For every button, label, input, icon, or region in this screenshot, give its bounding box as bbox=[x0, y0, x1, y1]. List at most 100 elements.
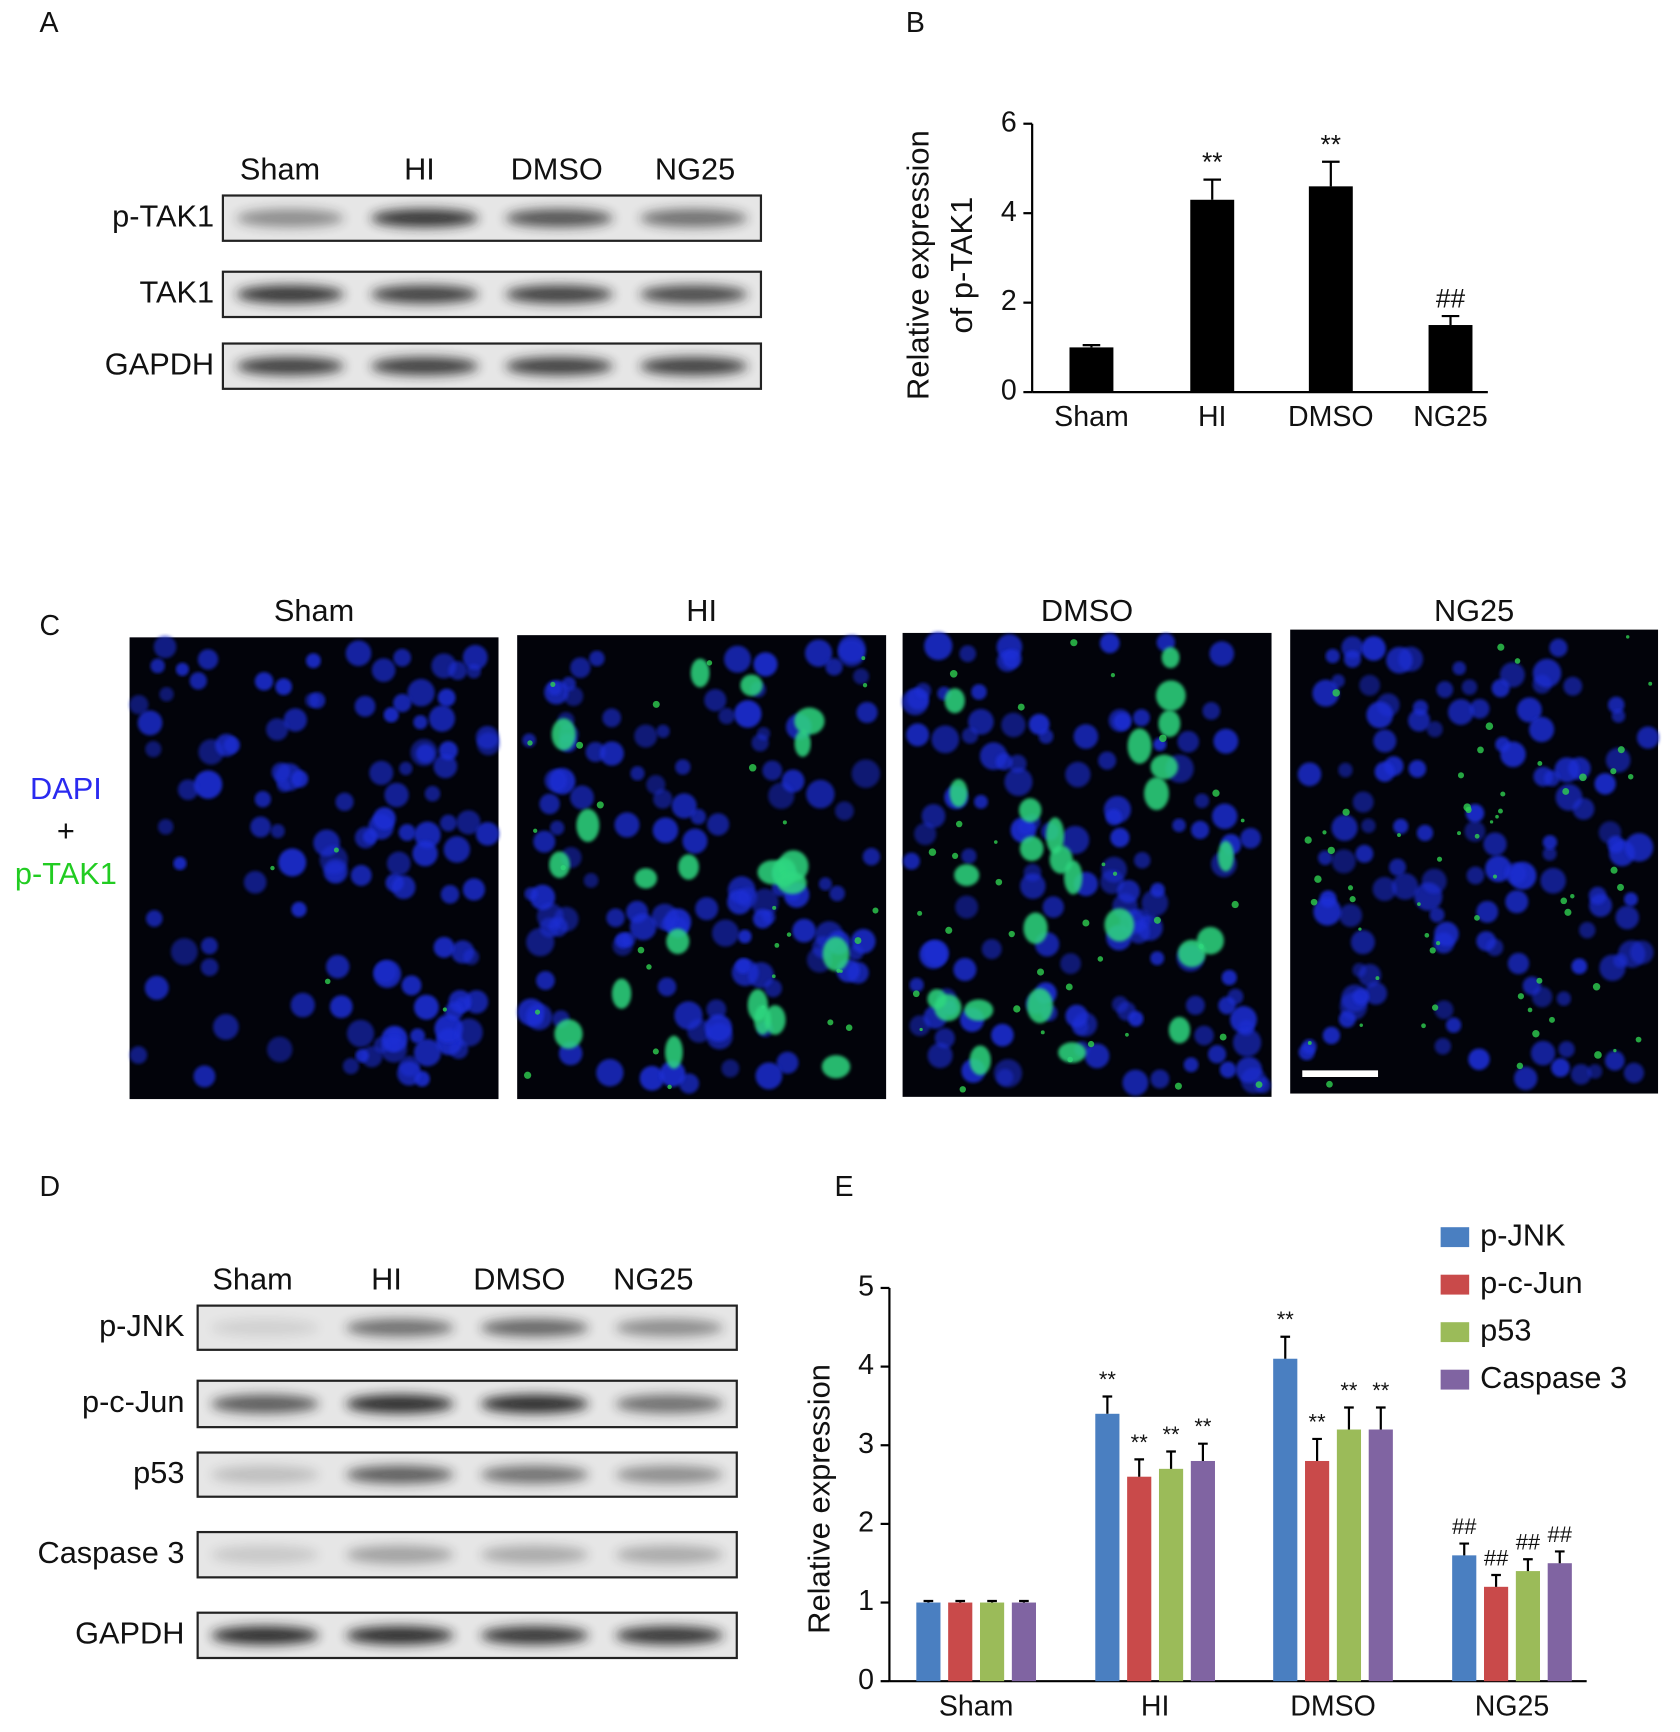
y-tick-label: 3 bbox=[858, 1428, 874, 1460]
bar bbox=[1305, 1460, 1330, 1682]
green-dot bbox=[949, 669, 958, 678]
nucleus bbox=[1150, 951, 1165, 966]
nucleus bbox=[1001, 712, 1026, 738]
green-dot bbox=[1648, 681, 1653, 686]
annotation: ** bbox=[1321, 129, 1342, 159]
nucleus bbox=[996, 1068, 1014, 1086]
green-dot bbox=[1477, 746, 1484, 754]
nucleus bbox=[354, 826, 377, 849]
nucleus bbox=[137, 710, 163, 736]
nucleus bbox=[1358, 963, 1382, 987]
nucleus bbox=[776, 1051, 799, 1074]
nucleus bbox=[371, 658, 396, 683]
nucleus bbox=[1098, 751, 1117, 770]
nucleus bbox=[752, 908, 773, 929]
nucleus bbox=[1542, 846, 1557, 861]
nucleus bbox=[1587, 1064, 1603, 1079]
nucleus bbox=[1227, 988, 1244, 1005]
green-dot bbox=[1359, 1023, 1363, 1028]
x-tick-label: DMSO bbox=[1290, 1690, 1376, 1722]
nucleus bbox=[1150, 882, 1165, 898]
green-dot bbox=[1101, 862, 1106, 867]
green-dot bbox=[1610, 866, 1618, 874]
nucleus bbox=[589, 650, 605, 667]
nucleus bbox=[656, 724, 670, 738]
green-dot bbox=[1579, 773, 1587, 782]
nucleus bbox=[721, 1059, 740, 1078]
panel-label: C bbox=[40, 610, 61, 642]
green-dot bbox=[1013, 1005, 1021, 1013]
nucleus bbox=[1388, 858, 1407, 876]
nucleus bbox=[862, 847, 881, 866]
green-dot bbox=[952, 852, 959, 860]
nucleus bbox=[1343, 650, 1362, 668]
legend-swatch bbox=[1440, 1274, 1470, 1295]
nucleus bbox=[1636, 726, 1660, 749]
nucleus bbox=[1445, 1017, 1462, 1033]
nucleus bbox=[1469, 698, 1490, 719]
nucleus bbox=[1373, 729, 1397, 753]
band bbox=[345, 1394, 454, 1414]
band bbox=[211, 1626, 319, 1645]
x-tick-label: HI bbox=[1198, 401, 1227, 433]
band bbox=[211, 1318, 319, 1337]
green-cell bbox=[1177, 939, 1206, 968]
nucleus bbox=[153, 635, 177, 659]
nucleus bbox=[1486, 938, 1504, 957]
nucleus bbox=[1073, 724, 1099, 749]
green-dot bbox=[1562, 787, 1570, 795]
nucleus bbox=[1018, 819, 1034, 835]
nucleus bbox=[526, 927, 555, 957]
nucleus bbox=[1461, 679, 1478, 696]
green-dot bbox=[523, 1071, 532, 1079]
green-dot bbox=[1537, 760, 1543, 766]
green-dot bbox=[324, 978, 331, 985]
green-dot bbox=[1497, 643, 1505, 651]
nucleus bbox=[177, 779, 199, 801]
green-dot bbox=[706, 660, 713, 666]
nucleus bbox=[383, 707, 399, 723]
nucleus bbox=[1004, 767, 1033, 797]
nucleus bbox=[629, 913, 657, 941]
legend-label: p-c-Jun bbox=[1480, 1265, 1582, 1300]
nucleus bbox=[570, 657, 591, 678]
green-cell bbox=[821, 1055, 851, 1079]
band bbox=[236, 209, 344, 228]
nucleus bbox=[431, 653, 457, 679]
green-dot bbox=[1435, 941, 1441, 946]
nucleus bbox=[1598, 821, 1622, 844]
band bbox=[615, 1318, 724, 1337]
annotation: ## bbox=[1452, 1514, 1477, 1539]
band bbox=[345, 1465, 454, 1484]
green-dot bbox=[1065, 983, 1073, 991]
band bbox=[639, 357, 748, 376]
group-label: DMSO bbox=[1041, 593, 1133, 628]
nucleus bbox=[243, 870, 267, 894]
green-cell bbox=[666, 928, 690, 955]
nucleus bbox=[1416, 824, 1434, 842]
green-dot bbox=[333, 847, 339, 853]
legend-label: Caspase 3 bbox=[1480, 1360, 1627, 1395]
green-cell bbox=[1150, 754, 1178, 780]
green-dot bbox=[1474, 914, 1480, 921]
error-bar bbox=[1198, 1442, 1208, 1461]
green-dot bbox=[1613, 1048, 1617, 1053]
green-dot bbox=[872, 907, 879, 914]
nucleus bbox=[1141, 889, 1169, 917]
nucleus bbox=[1452, 661, 1467, 676]
row-label: GAPDH bbox=[75, 1615, 184, 1650]
nucleus bbox=[1122, 1069, 1149, 1096]
green-cell bbox=[1155, 680, 1186, 711]
nucleus bbox=[313, 829, 340, 857]
nucleus bbox=[762, 760, 783, 781]
green-dot bbox=[646, 964, 652, 970]
bar bbox=[1515, 1571, 1540, 1682]
nucleus bbox=[254, 791, 271, 808]
green-cell bbox=[794, 707, 825, 735]
annotation: ** bbox=[1163, 1422, 1181, 1447]
bar bbox=[1428, 325, 1473, 393]
row-label: p53 bbox=[133, 1455, 184, 1490]
green-dot bbox=[1421, 1023, 1426, 1029]
nucleus bbox=[563, 686, 584, 706]
